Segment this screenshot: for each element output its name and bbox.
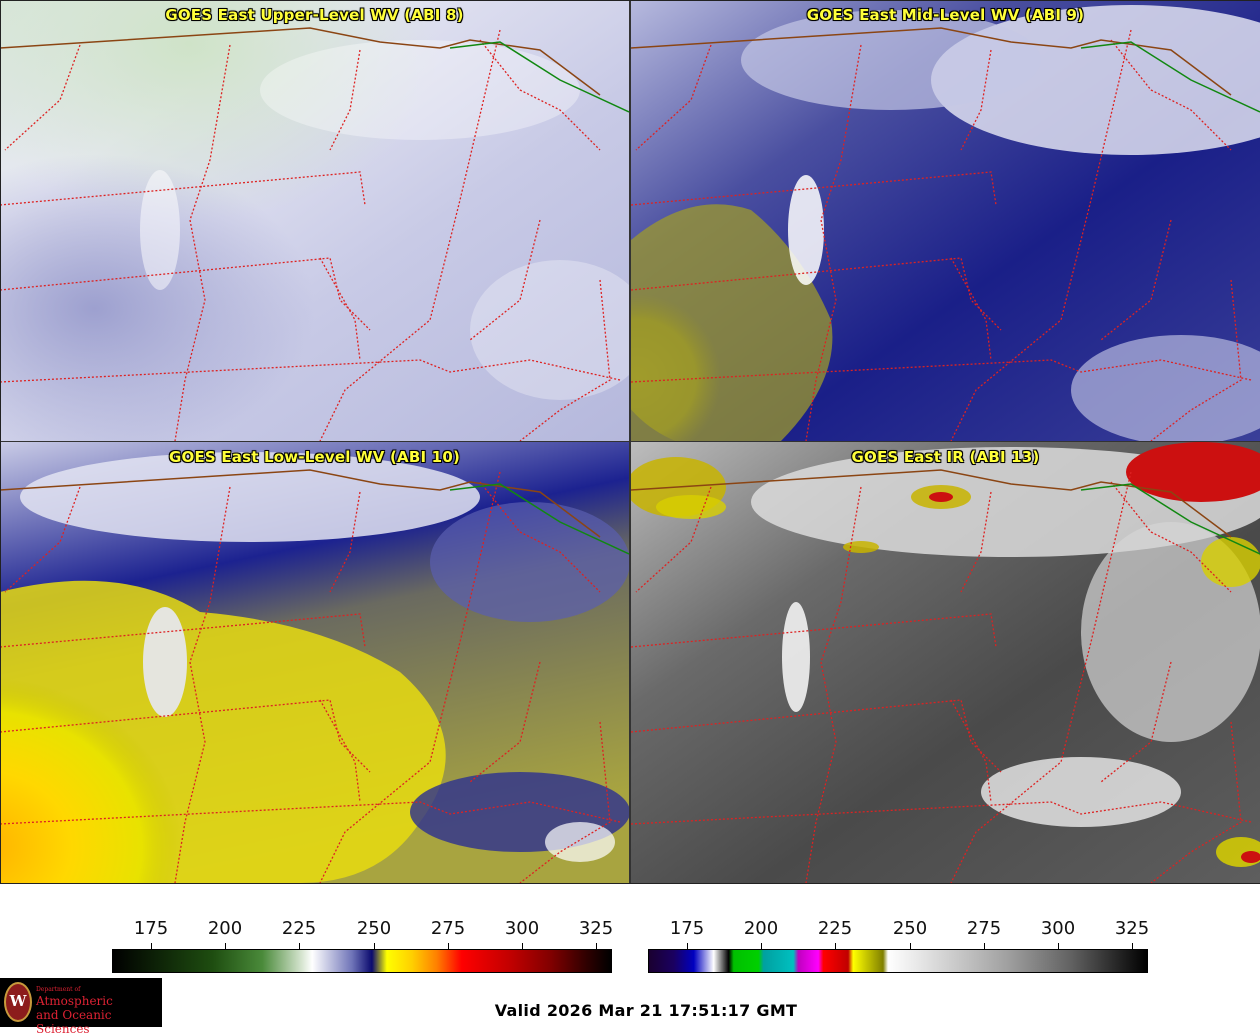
tick-label: 175 — [133, 918, 169, 939]
tick-mark — [225, 943, 226, 949]
satellite-image-upper-wv — [0, 0, 629, 441]
tick-label: 300 — [504, 918, 540, 939]
tick-mark — [522, 943, 523, 949]
panel-low-level-wv: GOES East Low-Level WV (ABI 10) — [0, 442, 629, 883]
panel-mid-level-wv: GOES East Mid-Level WV (ABI 9) — [631, 0, 1260, 441]
tick-label: 300 — [1040, 918, 1076, 939]
logo-dept: Department of — [36, 986, 81, 993]
tick-label: 250 — [356, 918, 392, 939]
tick-label: 175 — [669, 918, 705, 939]
tick-label: 275 — [430, 918, 466, 939]
tick-label: 200 — [743, 918, 779, 939]
uw-seal-icon: W — [4, 982, 32, 1022]
tick-label: 325 — [578, 918, 614, 939]
panel-title: GOES East IR (ABI 13) — [851, 448, 1040, 466]
tick-mark — [835, 943, 836, 949]
tick-mark — [1132, 943, 1133, 949]
tick-mark — [151, 943, 152, 949]
colorbar-gradient — [112, 949, 612, 973]
tick-label: 250 — [892, 918, 928, 939]
logo-mark: W — [9, 992, 27, 1010]
tick-mark — [448, 943, 449, 949]
colorbar-gradient — [648, 949, 1148, 973]
panel-divider-horizontal — [0, 441, 1260, 442]
panel-ir: GOES East IR (ABI 13) — [631, 442, 1260, 883]
satellite-image-mid-wv — [631, 0, 1260, 441]
tick-mark — [910, 943, 911, 949]
colorbar-ticks: 175 200 225 250 275 300 325 — [112, 912, 614, 949]
satellite-image-low-wv — [0, 442, 629, 883]
tick-label: 200 — [207, 918, 243, 939]
logo-line-1: Atmospheric — [36, 994, 113, 1008]
tick-label: 225 — [817, 918, 853, 939]
tick-mark — [687, 943, 688, 949]
tick-mark — [1058, 943, 1059, 949]
panel-upper-level-wv: GOES East Upper-Level WV (ABI 8) — [0, 0, 629, 441]
panel-title: GOES East Low-Level WV (ABI 10) — [168, 448, 461, 466]
tick-mark — [299, 943, 300, 949]
tick-mark — [596, 943, 597, 949]
panel-title: GOES East Upper-Level WV (ABI 8) — [165, 6, 464, 24]
satellite-image-ir — [631, 442, 1260, 883]
valid-time: Valid 2026 Mar 21 17:51:17 GMT — [494, 1001, 798, 1020]
panel-divider-vertical — [629, 0, 631, 884]
tick-mark — [761, 943, 762, 949]
panel-title: GOES East Mid-Level WV (ABI 9) — [806, 6, 1085, 24]
tick-label: 325 — [1114, 918, 1150, 939]
colorbar-ticks: 175 200 225 250 275 300 325 — [648, 912, 1150, 949]
tick-label: 275 — [966, 918, 1002, 939]
tick-mark — [984, 943, 985, 949]
tick-label: 225 — [281, 918, 317, 939]
tick-mark — [374, 943, 375, 949]
